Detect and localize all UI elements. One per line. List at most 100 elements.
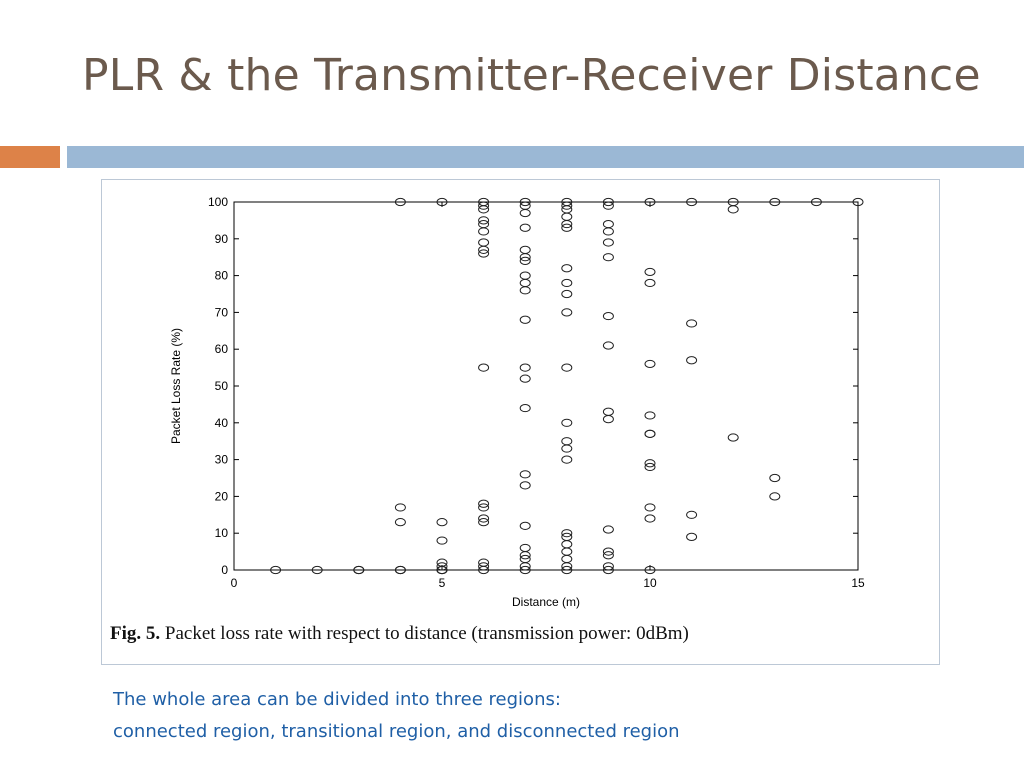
scatter-chart: 0 5 10 15 0 10 20 30 40 50 60 70 80 90 100 Distance (m)… <box>169 195 865 609</box>
data-point <box>478 216 490 225</box>
x-tick-label: 0 <box>231 576 238 590</box>
data-point <box>519 253 531 262</box>
data-point <box>561 444 573 453</box>
data-point <box>644 565 656 575</box>
data-point <box>644 359 656 369</box>
x-tick-label: 10 <box>643 576 657 590</box>
y-tick-label: 30 <box>215 453 229 467</box>
data-point <box>519 197 531 207</box>
accent-bar-blue <box>67 146 1024 168</box>
data-point <box>602 253 614 262</box>
data-point <box>519 286 531 295</box>
y-tick-label: 100 <box>208 195 228 209</box>
x-tick-label: 5 <box>439 576 446 590</box>
data-point <box>519 403 531 413</box>
data-point <box>519 521 531 530</box>
data-point <box>478 503 490 512</box>
data-point <box>270 565 282 575</box>
data-point <box>686 197 698 207</box>
notes-line-1: The whole area can be divided into three… <box>113 689 561 710</box>
data-point <box>602 201 614 210</box>
data-point <box>561 529 573 538</box>
data-point <box>644 411 656 420</box>
data-point <box>561 418 573 427</box>
data-point <box>602 525 614 534</box>
data-point <box>852 197 864 207</box>
y-tick-label: 80 <box>215 269 229 283</box>
x-tick-label: 15 <box>851 576 865 590</box>
data-point <box>519 551 531 560</box>
data-point <box>394 503 406 512</box>
data-point <box>727 205 739 214</box>
data-point <box>436 197 448 207</box>
data-point <box>602 551 614 560</box>
data-point <box>353 565 365 575</box>
y-tick-label: 50 <box>215 379 229 393</box>
data-point <box>478 238 490 247</box>
data-point <box>644 503 656 512</box>
data-point <box>602 341 614 350</box>
data-point <box>478 363 490 372</box>
data-point <box>561 223 573 232</box>
data-point <box>644 197 656 207</box>
data-point <box>561 289 573 299</box>
notes-line-2: connected region, transitional region, a… <box>113 721 680 742</box>
y-tick-label: 0 <box>221 563 228 577</box>
data-point <box>561 363 573 372</box>
data-point <box>644 429 656 438</box>
data-point <box>436 536 448 545</box>
data-point <box>561 264 573 273</box>
data-point <box>478 201 490 210</box>
data-point <box>394 565 406 575</box>
data-point <box>478 249 490 258</box>
data-point <box>769 197 781 207</box>
y-axis-label: Packet Loss Rate (%) <box>169 328 183 444</box>
data-point <box>478 245 490 254</box>
data-point <box>561 547 573 556</box>
data-point <box>602 219 614 229</box>
data-point <box>561 554 573 564</box>
data-point <box>436 518 448 527</box>
data-point <box>519 363 531 372</box>
data-point <box>519 223 531 232</box>
data-point <box>519 481 531 490</box>
data-point <box>561 540 573 549</box>
x-axis-label: Distance (m) <box>512 595 580 609</box>
figure-caption-label: Fig. 5. <box>110 623 161 644</box>
data-point <box>561 565 573 575</box>
data-point <box>394 197 406 207</box>
y-tick-label: 10 <box>215 526 229 540</box>
data-point <box>519 315 531 324</box>
data-point <box>602 197 614 207</box>
y-tick-label: 90 <box>215 232 229 246</box>
slide-notes: The whole area can be divided into three… <box>113 684 680 748</box>
data-point <box>561 455 573 464</box>
data-point <box>436 565 448 575</box>
data-point <box>561 212 573 221</box>
data-point <box>519 208 531 218</box>
data-point <box>519 543 531 553</box>
data-point <box>602 238 614 247</box>
data-point <box>686 532 698 541</box>
data-point <box>644 278 656 288</box>
data-point <box>561 437 573 446</box>
data-point <box>519 278 531 288</box>
accent-bar-orange <box>0 146 60 168</box>
data-point <box>519 374 531 383</box>
data-point <box>394 518 406 527</box>
data-point <box>561 201 573 210</box>
data-point <box>519 565 531 575</box>
data-point <box>561 219 573 229</box>
data-point <box>478 518 490 527</box>
data-point <box>519 245 531 254</box>
data-point <box>478 562 490 571</box>
data-point <box>478 205 490 214</box>
figure-caption: Fig. 5. Packet loss rate with respect to… <box>110 623 689 645</box>
data-point <box>602 227 614 236</box>
data-point <box>519 562 531 571</box>
data-point <box>644 514 656 523</box>
y-tick-label: 70 <box>215 305 229 319</box>
y-tick-label: 40 <box>215 416 229 430</box>
data-point <box>561 308 573 317</box>
data-point <box>602 562 614 571</box>
